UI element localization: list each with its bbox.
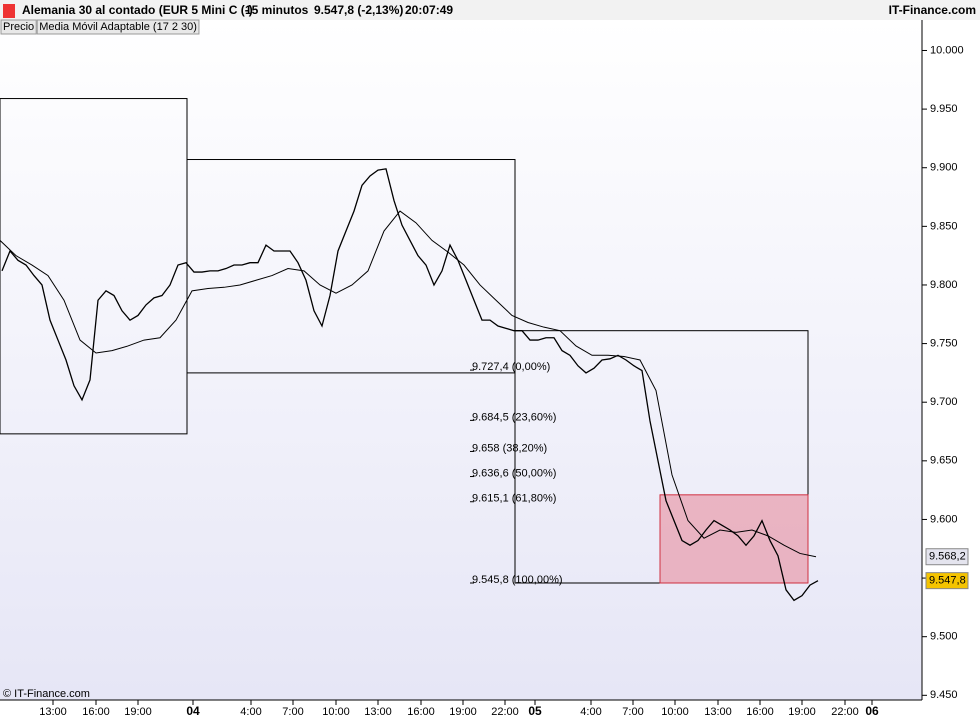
x-tick-label: 10:00 xyxy=(661,706,689,718)
x-tick-label: 22:00 xyxy=(831,706,859,718)
time: 20:07:49 xyxy=(405,3,453,17)
x-tick-label: 16:00 xyxy=(746,706,774,718)
x-tick-label: 19:00 xyxy=(788,706,816,718)
y-tick-label: 9.800 xyxy=(930,279,958,291)
y-tick-label: 9.850 xyxy=(930,220,958,232)
y-tick-label: 10.000 xyxy=(930,44,964,56)
x-tick-label: 10:00 xyxy=(322,706,350,718)
logo xyxy=(3,4,15,18)
legend-entry: Precio xyxy=(3,21,34,33)
y-tick-label: 9.450 xyxy=(930,689,958,701)
brand: IT-Finance.com xyxy=(889,3,976,17)
fib-label: 9.658 (38,20%) xyxy=(472,442,547,454)
x-tick-label: 4:00 xyxy=(240,706,261,718)
price-line xyxy=(1,168,819,602)
timeframe: 15 minutos xyxy=(245,3,309,17)
price-badge-label: 9.568,2 xyxy=(929,551,966,563)
x-tick-label: 16:00 xyxy=(82,706,110,718)
x-tick-label: 7:00 xyxy=(622,706,643,718)
fib-label: 9.727,4 (0,00%) xyxy=(472,361,550,373)
x-tick-label: 19:00 xyxy=(449,706,477,718)
y-tick-label: 9.750 xyxy=(930,337,958,349)
price: 9.547,8 (-2,13%) xyxy=(314,3,403,17)
y-tick-label: 9.950 xyxy=(930,103,958,115)
fib-label: 9.636,6 (50,00%) xyxy=(472,467,556,479)
y-tick-label: 9.700 xyxy=(930,396,958,408)
y-tick-label: 9.900 xyxy=(930,162,958,174)
legend-box xyxy=(36,19,200,35)
box xyxy=(186,159,516,374)
x-tick-label: 05 xyxy=(528,704,542,718)
legend-box xyxy=(0,19,37,35)
price-badge-label: 9.547,8 xyxy=(929,575,966,587)
footer: © IT-Finance.com xyxy=(3,688,90,700)
x-tick-label: 16:00 xyxy=(407,706,435,718)
legend-entry: Media Móvil Adaptable (17 2 30) xyxy=(39,21,197,33)
x-tick-label: 13:00 xyxy=(364,706,392,718)
fib-label: 9.684,5 (23,60%) xyxy=(472,411,556,423)
x-tick-label: 04 xyxy=(186,704,200,718)
y-tick-label: 9.650 xyxy=(930,455,958,467)
y-tick-label: 9.600 xyxy=(930,513,958,525)
moving-average xyxy=(0,210,817,558)
x-tick-label: 22:00 xyxy=(491,706,519,718)
box xyxy=(659,494,809,584)
y-tick-label: 9.500 xyxy=(930,631,958,643)
plot-area xyxy=(0,20,922,700)
fib-label: 9.545,8 (100,00%) xyxy=(472,574,563,586)
x-tick-label: 06 xyxy=(865,704,879,718)
x-tick-label: 4:00 xyxy=(580,706,601,718)
header-bar xyxy=(0,0,980,20)
x-tick-label: 13:00 xyxy=(704,706,732,718)
fib-label: 9.615,1 (61,80%) xyxy=(472,493,556,505)
x-tick-label: 7:00 xyxy=(282,706,303,718)
x-tick-label: 19:00 xyxy=(124,706,152,718)
price-badge xyxy=(925,572,969,590)
title: Alemania 30 al contado (EUR 5 Mini C (-) xyxy=(22,3,253,17)
x-tick-label: 13:00 xyxy=(39,706,67,718)
price-badge xyxy=(925,548,969,566)
